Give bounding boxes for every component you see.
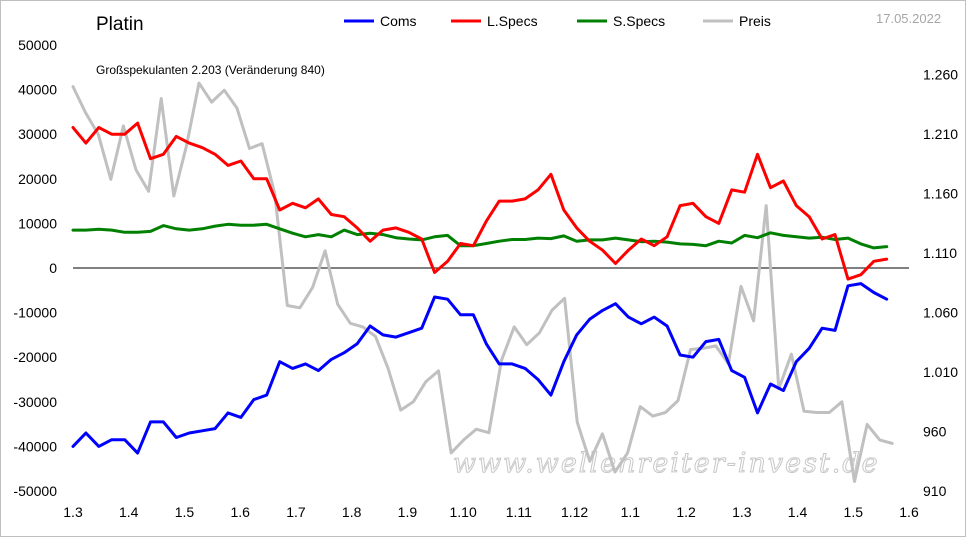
plot-area [71, 81, 909, 483]
legend: Coms L.Specs S.Specs Preis [344, 13, 771, 29]
x-tick-label: 1.11 [506, 504, 532, 520]
y-left-tick-label: 50000 [18, 37, 57, 53]
y-right-tick-label: 1.160 [923, 186, 958, 202]
watermark: www.wellenreiter-invest.de [453, 448, 880, 479]
x-tick-label: 1.6 [230, 504, 250, 520]
y-left-tick-label: -40000 [13, 438, 57, 454]
y-right-tick-label: 1.260 [923, 67, 958, 83]
x-tick-label: 1.6 [899, 504, 919, 520]
y-left-tick-label: 0 [49, 260, 57, 276]
y-right-tick-label: 910 [923, 483, 947, 499]
x-tick-label: 1.5 [175, 504, 195, 520]
x-tick-label: 1.10 [450, 504, 477, 520]
y-left-tick-label: -50000 [13, 483, 57, 499]
x-tick-label: 1.8 [342, 504, 362, 520]
y-left-tick-label: -30000 [13, 394, 57, 410]
y-left-tick-label: -20000 [13, 349, 57, 365]
x-tick-label: 1.4 [119, 504, 139, 520]
series-line-coms [71, 282, 889, 455]
legend-label-lspecs: L.Specs [487, 13, 538, 29]
legend-item-lspecs: L.Specs [451, 13, 538, 29]
date-label: 17.05.2022 [876, 11, 941, 26]
y-left-tick-label: 40000 [18, 82, 57, 98]
y-right-tick-label: 960 [923, 424, 947, 440]
legend-label-sspecs: S.Specs [613, 13, 665, 29]
x-tick-label: 1.1 [621, 504, 641, 520]
y-right-tick-label: 1.210 [923, 126, 958, 142]
y-right-tick-label: 1.010 [923, 364, 958, 380]
y-right-tick-label: 1.110 [923, 245, 957, 261]
y-left-tick-label: 10000 [18, 215, 57, 231]
legend-label-coms: Coms [380, 13, 417, 29]
series-line-preis [71, 81, 894, 483]
y-left-tick-label: -10000 [13, 305, 57, 321]
x-tick-label: 1.5 [844, 504, 864, 520]
legend-label-preis: Preis [739, 13, 771, 29]
axes: 50000 40000 30000 20000 10000 0 -10000 -20000 -3… [13, 37, 958, 520]
series-line-lspecs [71, 121, 889, 281]
y-left-tick-label: 30000 [18, 126, 57, 142]
x-tick-label: 1.2 [676, 504, 696, 520]
x-tick-label: 1.12 [561, 504, 588, 520]
x-tick-label: 1.4 [788, 504, 808, 520]
series-line-sspecs [71, 222, 889, 250]
legend-item-preis: Preis [703, 13, 771, 29]
x-tick-label: 1.3 [63, 504, 83, 520]
annotation: Großspekulanten 2.203 (Veränderung 840) [96, 63, 325, 77]
x-tick-label: 1.7 [286, 504, 306, 520]
legend-item-coms: Coms [344, 13, 417, 29]
y-left-tick-label: 20000 [18, 171, 57, 187]
x-tick-label: 1.3 [732, 504, 752, 520]
y-right-tick-label: 1.060 [923, 305, 958, 321]
x-tick-label: 1.9 [398, 504, 418, 520]
legend-item-sspecs: S.Specs [577, 13, 665, 29]
chart-title: Platin [96, 14, 144, 35]
